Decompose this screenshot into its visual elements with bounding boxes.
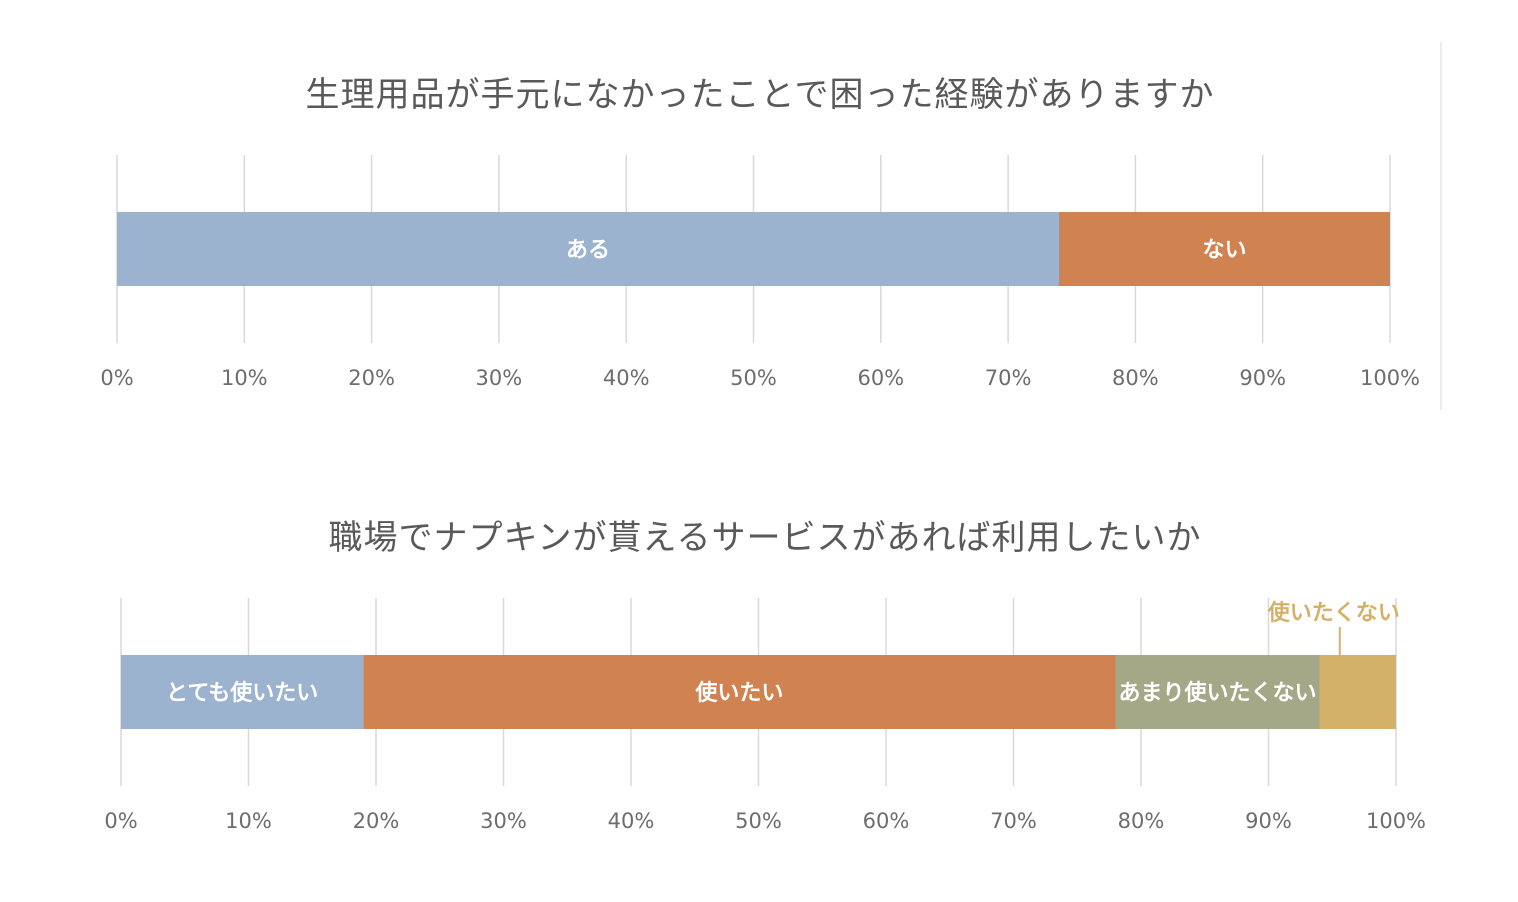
chart-1-tick-label: 80%: [1112, 366, 1159, 390]
chart-1-tick-label: 50%: [730, 366, 777, 390]
chart-2: 職場でナプキンが貰えるサービスがあれば利用したいか とても使いたい 使いたい あまり…: [104, 518, 1426, 833]
chart-2-segment-label: あまり使いたくない: [1118, 681, 1316, 706]
chart-2-bar-segment: [121, 655, 364, 729]
chart-2-tick-label: 10%: [225, 809, 272, 833]
chart-1-tick-label: 70%: [985, 366, 1032, 390]
chart-2-bar-segment: [1115, 655, 1320, 729]
chart-2-bar-segment: [1319, 655, 1396, 729]
chart-1-tick-label: 20%: [348, 366, 395, 390]
chart-1-bar-segment: [1059, 212, 1390, 286]
chart-1-segment-label: ある: [566, 238, 610, 263]
chart-1-title: 生理用品が手元になかったことで困った経験がありますか: [306, 75, 1215, 115]
chart-2-tick-label: 80%: [1118, 809, 1165, 833]
chart-2-tick-label: 50%: [735, 809, 782, 833]
chart-2-tick-label: 70%: [990, 809, 1037, 833]
chart-2-tick-label: 100%: [1366, 809, 1426, 833]
chart-2-tick-label: 60%: [863, 809, 910, 833]
chart-2-tick-label: 30%: [480, 809, 527, 833]
chart-1-bar-segment: [117, 212, 1060, 286]
chart-1-segment-label: ない: [1203, 238, 1247, 263]
chart-1-tick-label: 10%: [221, 366, 268, 390]
chart-2-segment-label: 使いたくない: [1267, 601, 1400, 626]
chart-1-tick-label: 60%: [857, 366, 904, 390]
chart-2-tick-label: 0%: [104, 809, 137, 833]
chart-2-tick-label: 90%: [1245, 809, 1292, 833]
chart-2-segment-label: とても使いたい: [166, 681, 318, 706]
chart-1: 生理用品が手元になかったことで困った経験がありますか ある ない 0% 10% 20%…: [100, 75, 1420, 390]
chart-2-tick-label: 20%: [353, 809, 400, 833]
chart-1-tick-label: 90%: [1239, 366, 1286, 390]
chart-2-tick-label: 40%: [608, 809, 655, 833]
chart-2-segment-label: 使いたい: [694, 681, 783, 706]
chart-2-title: 職場でナプキンが貰えるサービスがあれば利用したいか: [329, 518, 1202, 558]
chart-1-tick-label: 40%: [603, 366, 650, 390]
chart-1-tick-label: 30%: [476, 366, 523, 390]
chart-1-tick-label: 100%: [1360, 366, 1420, 390]
chart-1-tick-label: 0%: [100, 366, 133, 390]
chart-2-bar-segment: [363, 655, 1116, 729]
